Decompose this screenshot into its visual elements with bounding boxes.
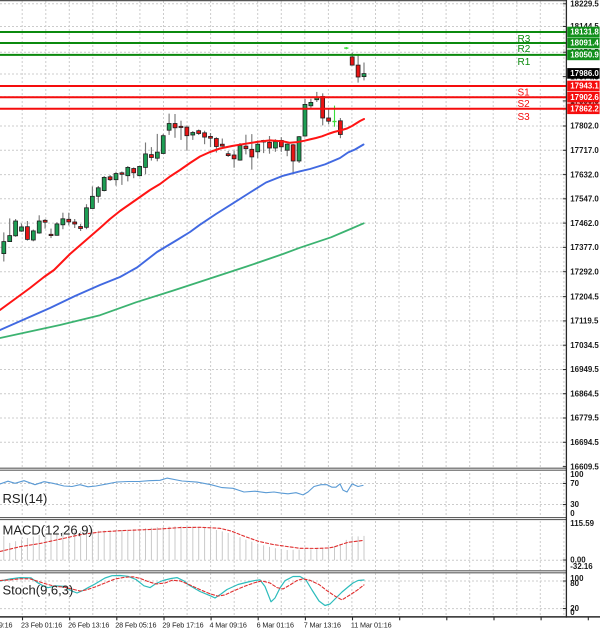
svg-text:18131.8: 18131.8 xyxy=(570,28,599,37)
svg-text:17902.6: 17902.6 xyxy=(570,93,599,102)
svg-text:R2: R2 xyxy=(518,44,531,55)
svg-text:17986.0: 17986.0 xyxy=(570,69,599,78)
svg-text:17802.0: 17802.0 xyxy=(570,122,599,131)
svg-text:17632.0: 17632.0 xyxy=(570,170,599,179)
svg-text:16609.5: 16609.5 xyxy=(570,462,599,471)
svg-text:16949.5: 16949.5 xyxy=(570,365,599,374)
svg-text:RSI(14): RSI(14) xyxy=(3,491,48,506)
svg-text:S3: S3 xyxy=(518,112,531,123)
svg-text:R3: R3 xyxy=(518,34,531,45)
svg-text:4 Mar 09:16: 4 Mar 09:16 xyxy=(210,621,247,630)
svg-text:17292.0: 17292.0 xyxy=(570,267,599,276)
svg-text:100: 100 xyxy=(570,470,584,479)
svg-text:7 Mar 13:16: 7 Mar 13:16 xyxy=(304,621,341,630)
svg-text:17119.5: 17119.5 xyxy=(570,317,599,326)
svg-text:29 Feb 17:16: 29 Feb 17:16 xyxy=(162,621,203,630)
svg-text:9:16: 9:16 xyxy=(0,621,12,630)
svg-text:18050.9: 18050.9 xyxy=(570,51,599,60)
svg-text:18229.5: 18229.5 xyxy=(570,0,599,9)
svg-text:17034.5: 17034.5 xyxy=(570,341,599,350)
svg-text:26 Feb 13:16: 26 Feb 13:16 xyxy=(68,621,109,630)
svg-text:18091.4: 18091.4 xyxy=(570,39,599,48)
svg-text:11 Mar 01:16: 11 Mar 01:16 xyxy=(351,621,392,630)
svg-text:30: 30 xyxy=(570,500,579,509)
svg-text:17462.0: 17462.0 xyxy=(570,219,599,228)
svg-text:0.00: 0.00 xyxy=(570,556,586,565)
svg-text:0: 0 xyxy=(570,509,575,518)
svg-text:R1: R1 xyxy=(518,57,531,68)
svg-text:-32.16: -32.16 xyxy=(570,562,593,571)
svg-text:S2: S2 xyxy=(518,99,531,110)
svg-text:17204.5: 17204.5 xyxy=(570,292,599,301)
svg-text:17862.2: 17862.2 xyxy=(570,105,599,114)
svg-text:16779.5: 16779.5 xyxy=(570,414,599,423)
svg-text:17547.0: 17547.0 xyxy=(570,195,599,204)
svg-text:6 Mar 01:16: 6 Mar 01:16 xyxy=(257,621,294,630)
svg-text:17377.0: 17377.0 xyxy=(570,243,599,252)
svg-text:70: 70 xyxy=(570,479,579,488)
svg-text:23 Feb 01:16: 23 Feb 01:16 xyxy=(21,621,62,630)
svg-text:Stoch(9,6,3): Stoch(9,6,3) xyxy=(3,582,74,597)
svg-text:17717.0: 17717.0 xyxy=(570,146,599,155)
svg-text:16694.5: 16694.5 xyxy=(570,438,599,447)
svg-text:80: 80 xyxy=(570,579,579,588)
svg-text:MACD(12,26,9): MACD(12,26,9) xyxy=(3,523,93,538)
svg-text:28 Feb 05:16: 28 Feb 05:16 xyxy=(115,621,156,630)
svg-text:100: 100 xyxy=(570,574,584,583)
svg-text:S1: S1 xyxy=(518,87,531,98)
svg-text:16864.5: 16864.5 xyxy=(570,389,599,398)
svg-text:17943.1: 17943.1 xyxy=(570,82,599,91)
svg-text:20: 20 xyxy=(570,604,579,613)
svg-text:115.59: 115.59 xyxy=(570,519,594,528)
svg-text:0: 0 xyxy=(570,608,575,617)
